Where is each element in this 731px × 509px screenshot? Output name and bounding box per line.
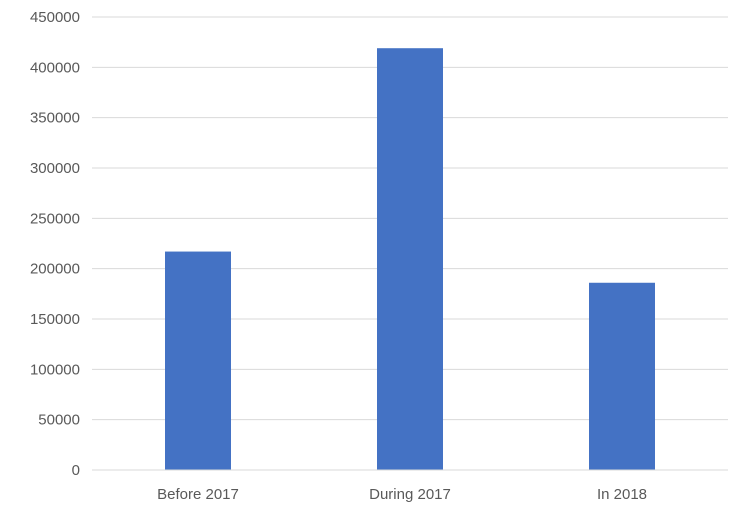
x-axis-tick-labels: Before 2017 During 2017 In 2018 (92, 469, 728, 503)
bar (165, 251, 231, 470)
y-tick-label: 150000 (30, 311, 80, 328)
y-tick-label: 250000 (30, 210, 80, 227)
bars (165, 48, 655, 470)
y-tick-label: 300000 (30, 160, 80, 177)
x-tick-label: In 2018 (597, 486, 647, 503)
y-axis-tick-labels: 0 50000 100000 150000 200000 250000 300000 3500… (30, 9, 80, 479)
y-tick-label: 100000 (30, 361, 80, 378)
x-tick-label: Before 2017 (157, 486, 239, 503)
y-tick-label: 400000 (30, 59, 80, 76)
x-tick-label: During 2017 (369, 486, 451, 503)
y-tick-label: 350000 (30, 110, 80, 127)
y-tick-label: 50000 (38, 412, 80, 429)
bar (589, 282, 655, 470)
y-tick-label: 0 (72, 462, 80, 479)
y-tick-label: 450000 (30, 9, 80, 26)
bar (377, 48, 443, 470)
y-tick-label: 200000 (30, 261, 80, 278)
